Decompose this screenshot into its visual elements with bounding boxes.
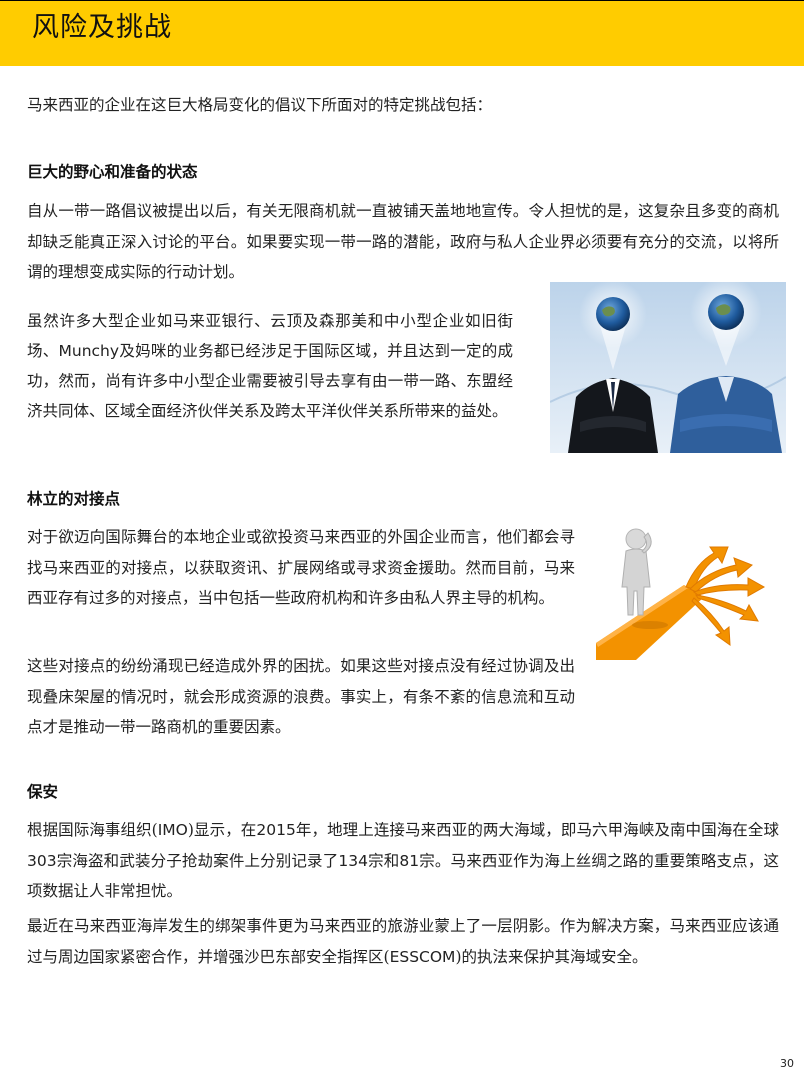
security-p1-text-e: 宗和: [367, 851, 400, 870]
crossroads-arrows-image: [596, 525, 784, 660]
para-2-text-a: 虽然许多大型企业如马来亚银行、云顶及森那美和中小型企业如旧街场、: [27, 312, 513, 360]
security-p1-text-d: 宗海盗和武装分子抢劫案件上分别记录了: [56, 851, 339, 870]
para-2-text-b: 及妈咪的业务都已经涉足于国际区域，并且达到一定的成功，然而，尚有许多中小型企业需…: [27, 342, 513, 420]
security-p2-text-a: 最近在马来西亚海岸发生的绑架事件更为马来西亚的旅游业蒙上了一层阴影。作为解决方案…: [27, 917, 779, 966]
globe-head-illustration: [550, 282, 786, 453]
section-contact-para-1: 对于欲迈向国际舞台的本地企业或欲投资马来西亚的外国企业而言，他们都会寻找马来西亚…: [27, 528, 575, 607]
section-heading-security: 保安: [27, 783, 59, 801]
section-ambition-para-2: 虽然许多大型企业如马来亚银行、云顶及森那美和中小型企业如旧街场、Munchy及妈…: [27, 306, 513, 426]
section-heading-contact-points: 林立的对接点: [27, 490, 121, 508]
security-p1-text-c: 年，地理上连接马来西亚的两大海域，即马六甲海峡及南中国海在全球: [295, 821, 779, 839]
page-title: 风险及挑战: [32, 12, 172, 43]
section-ambition-para-1: 自从一带一路倡议被提出以后，有关无限商机就一直被铺天盖地地宣传。令人担忧的是，这…: [27, 202, 779, 281]
crossroads-illustration: [596, 525, 784, 660]
section-security-para-2: 最近在马来西亚海岸发生的绑架事件更为马来西亚的旅游业蒙上了一层阴影。作为解决方案…: [27, 911, 779, 972]
year-value: 2015: [256, 821, 296, 839]
section-security-para-1: 根据国际海事组织(IMO)显示，在2015年，地理上连接马来西亚的两大海域，即马…: [27, 815, 779, 907]
security-p2-text-b: )的执法来保护其海域安全。: [455, 947, 648, 966]
security-p1-text-a: 根据国际海事组织(: [27, 821, 158, 839]
intro-text: 马来西亚的企业在这巨大格局变化的倡议下所面对的特定挑战包括：: [27, 96, 493, 114]
page-number: 30: [780, 1057, 794, 1070]
security-p1-text-f: 宗。马来西亚作为海上丝绸之路的重要策略支点，这项数据让人非常担忧。: [27, 851, 779, 901]
imo-abbreviation: IMO: [157, 821, 188, 839]
malacca-cases-value: 134: [338, 851, 368, 870]
section-heading-ambition: 巨大的野心和准备的状态: [27, 163, 198, 181]
total-cases-value: 303: [27, 851, 57, 870]
page-header: 风险及挑战: [0, 0, 804, 66]
section-contact-para-2: 这些对接点的纷纷涌现已经造成外界的困扰。如果这些对接点没有经过协调及出现叠床架屋…: [27, 657, 575, 736]
esscom-abbreviation: ESSCOM: [389, 947, 456, 966]
brand-munchy: Munchy: [58, 342, 120, 360]
south-china-sea-cases-value: 81: [399, 851, 420, 870]
security-p1-text-b: )显示，在: [187, 821, 257, 839]
globe-head-businessmen-image: [550, 282, 786, 453]
